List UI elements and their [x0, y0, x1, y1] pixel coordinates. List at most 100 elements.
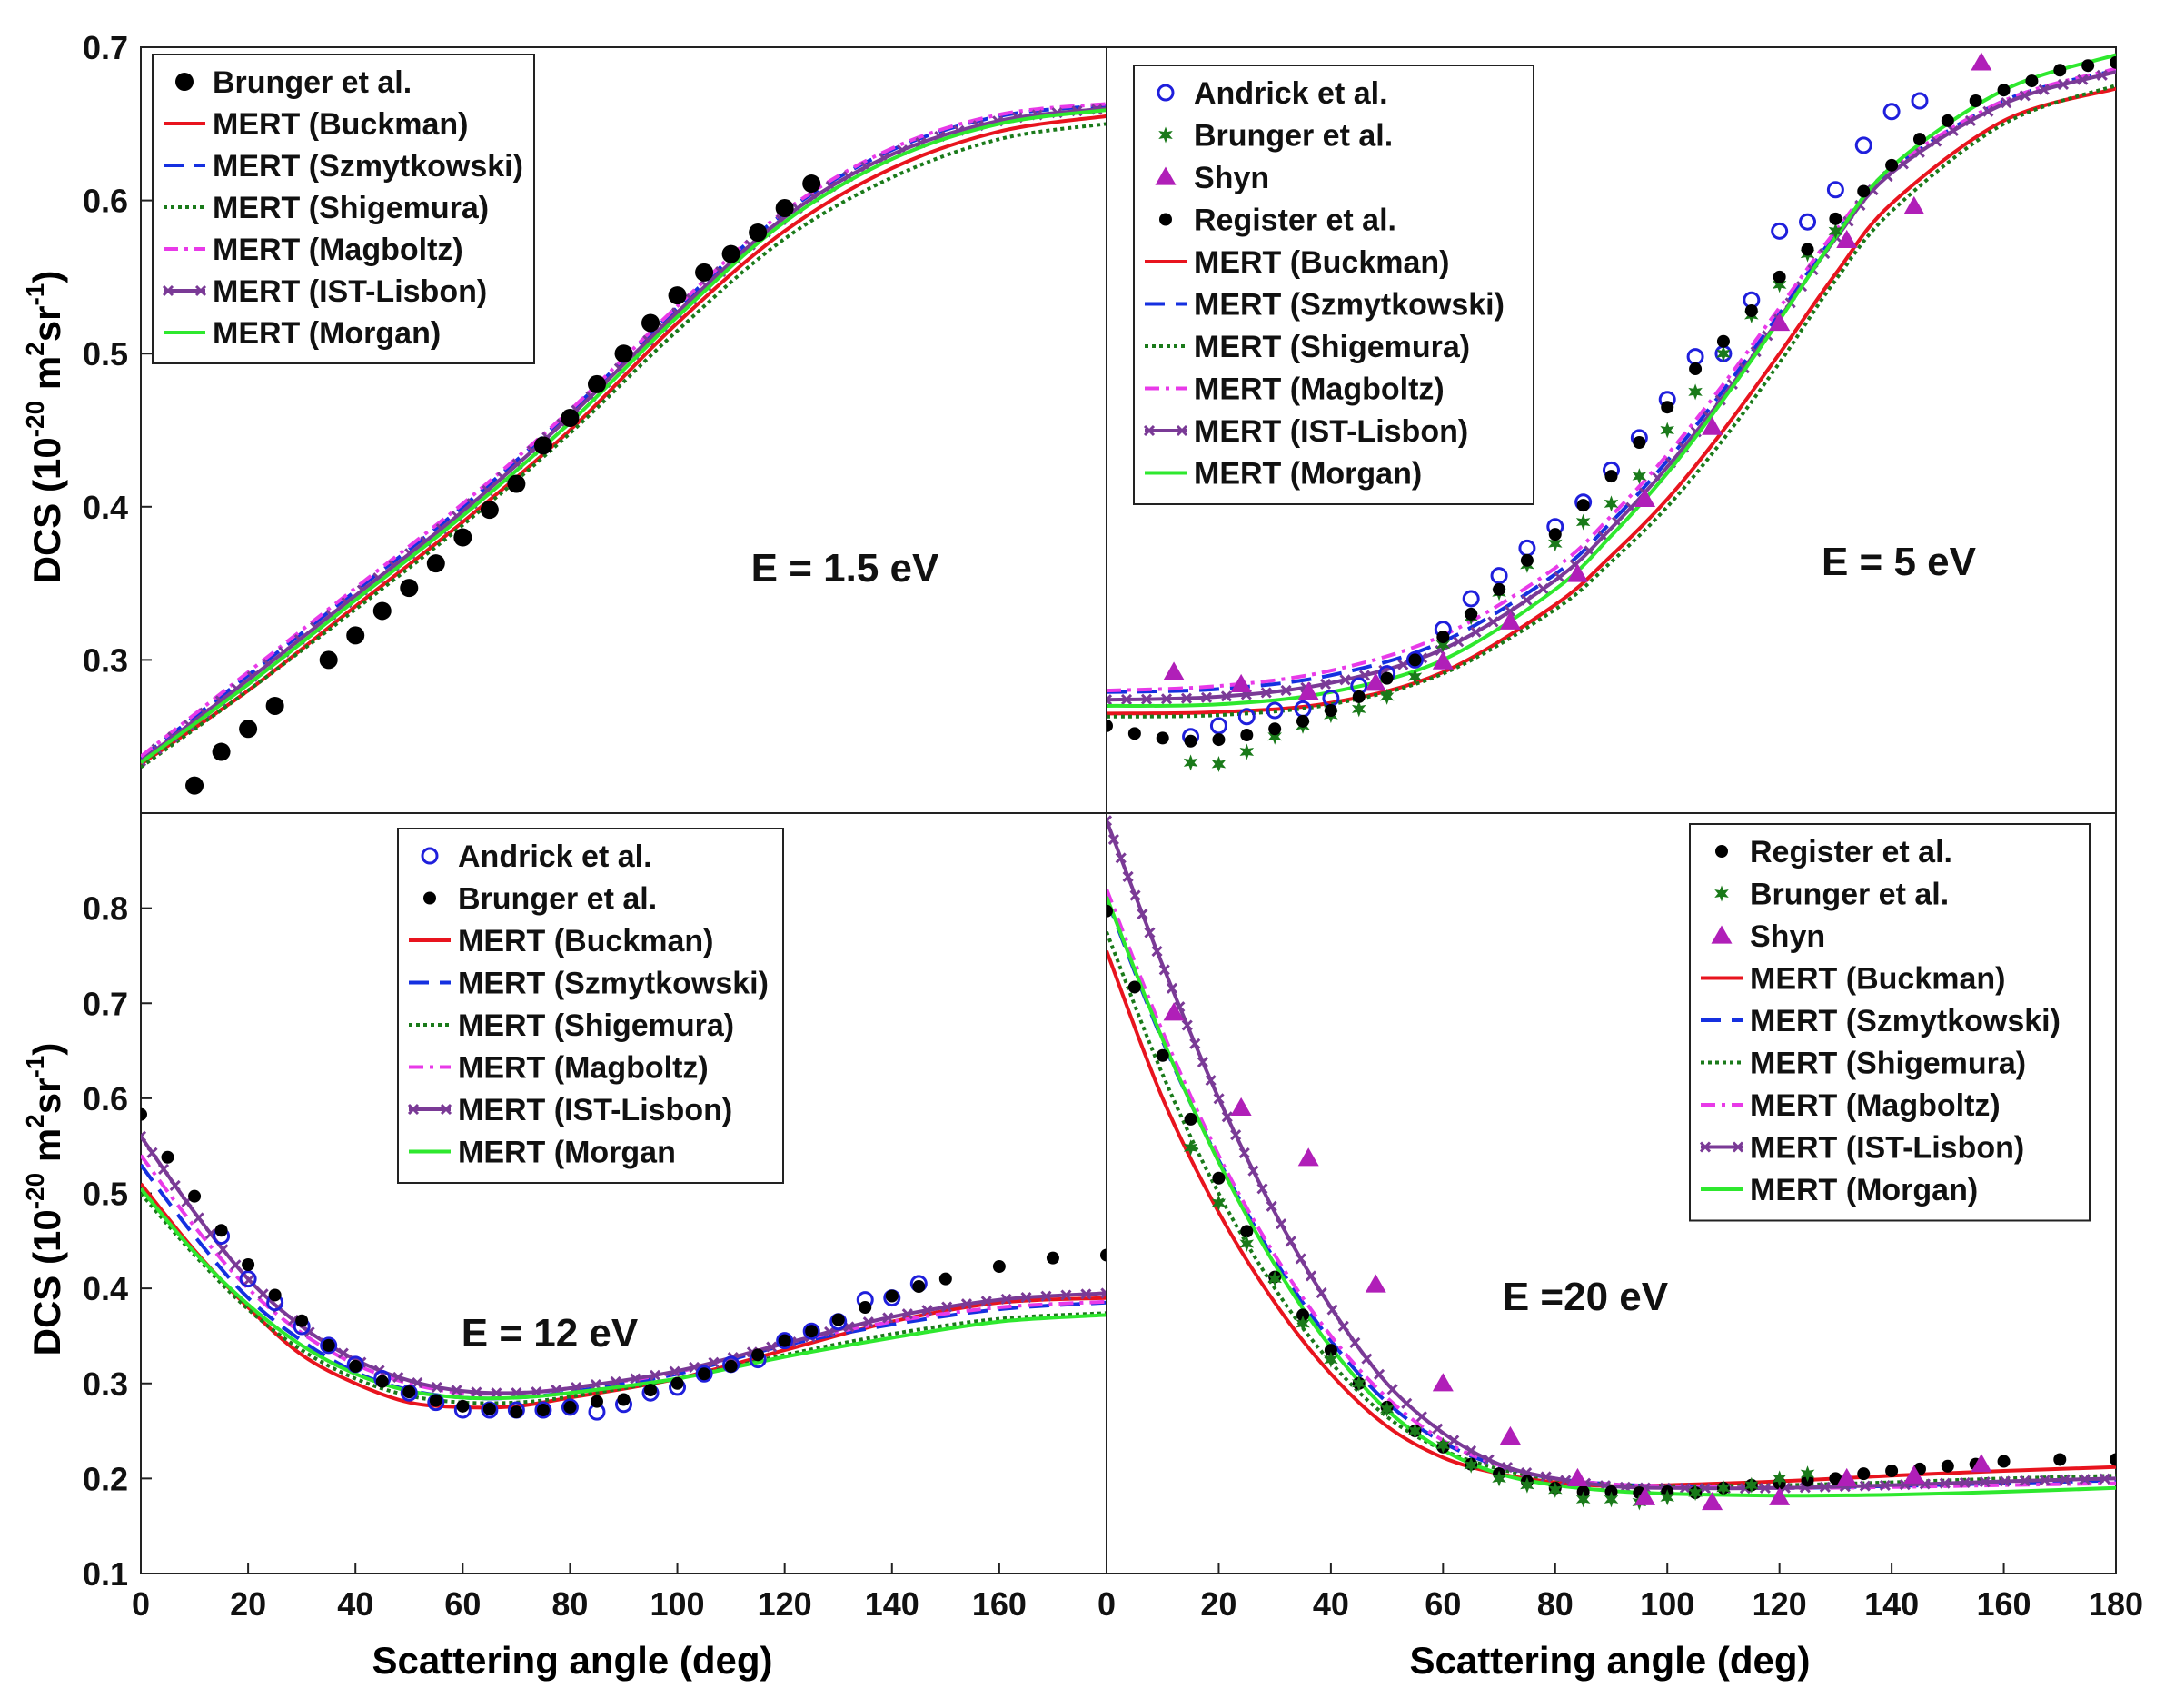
legend-marker-register-et-al — [1715, 845, 1728, 858]
legend-label: Brunger et al. — [1750, 878, 1949, 912]
series-marker-mert-ist-lisbon — [491, 1387, 502, 1399]
series-marker-mert-ist-lisbon — [1448, 1435, 1460, 1446]
y-tick-label: 0.5 — [83, 1176, 128, 1213]
series-marker-mert-ist-lisbon — [1166, 982, 1178, 994]
series-marker-mert-ist-lisbon — [669, 1365, 680, 1377]
legend-label: MERT (Szmytkowski) — [1194, 288, 1505, 323]
series-line-mert-szmytkowski — [141, 1163, 1107, 1401]
series-marker-mert-ist-lisbon — [1280, 684, 1292, 696]
data-point-brunger-et-al — [533, 436, 552, 455]
series-marker-mert-ist-lisbon — [1540, 1471, 1552, 1483]
series-marker-mert-ist-lisbon — [1537, 583, 1549, 595]
x-tick-label: 20 — [1200, 1585, 1236, 1623]
legend-label: MERT (IST-Lisbon) — [458, 1093, 732, 1127]
data-point-shyn — [1971, 52, 1992, 71]
legend: Register et al. Brunger et al. Shyn MERT (B… — [1689, 823, 2091, 1222]
data-point-brunger-et-al — [1267, 728, 1282, 745]
series-marker-mert-ist-lisbon — [1305, 1270, 1317, 1282]
panel-title: E = 5 eV — [1822, 540, 1977, 584]
data-point-brunger-et-al — [212, 742, 231, 761]
series-marker-mert-ist-lisbon — [1107, 833, 1119, 845]
series-marker-mert-ist-lisbon — [1151, 945, 1163, 958]
data-point-brunger-et-al — [641, 313, 660, 333]
series-marker-mert-ist-lisbon — [1220, 690, 1232, 702]
data-point-brunger-et-al — [778, 1334, 791, 1347]
series-marker-mert-ist-lisbon — [1213, 1093, 1225, 1105]
data-point-register-et-al — [1156, 731, 1169, 745]
panel-e-5-ev: Andrick et al. Brunger et al. Shyn Register… — [1106, 46, 2117, 814]
series-marker-mert-ist-lisbon — [1504, 605, 1516, 617]
data-point-register-et-al — [1885, 158, 1899, 172]
series-line-mert-morgan — [141, 108, 1107, 764]
data-point-brunger-et-al — [1296, 1315, 1310, 1332]
x-tick-label: 120 — [758, 1585, 812, 1623]
data-point-brunger-et-al — [239, 720, 258, 739]
legend: Andrick et al. Brunger et al. Shyn Register… — [1133, 65, 1534, 505]
data-point-brunger-et-al — [1211, 1194, 1227, 1211]
x-tick-label: 100 — [650, 1585, 705, 1623]
data-point-brunger-et-al — [349, 1359, 362, 1373]
series-marker-mert-ist-lisbon — [2059, 1474, 2071, 1485]
panel-e-20-ev: 0 20 40 60 80 100 120 140 160 180 Register et al. B… — [1097, 812, 2143, 1623]
data-point-brunger-et-al — [1547, 535, 1563, 552]
data-point-andrick-et-al — [776, 1332, 794, 1350]
data-point-brunger-et-al — [1046, 1251, 1059, 1265]
series-marker-mert-ist-lisbon — [1122, 870, 1134, 883]
legend-marker-brunger-et-al — [423, 891, 436, 905]
series-marker-mert-ist-lisbon — [1137, 908, 1148, 920]
series-marker-mert-ist-lisbon — [392, 1371, 404, 1383]
data-point-brunger-et-al — [563, 1400, 577, 1414]
series-marker-mert-ist-lisbon — [1316, 1287, 1327, 1299]
legend-label: Andrick et al. — [458, 839, 652, 874]
data-point-brunger-et-al — [644, 1384, 658, 1397]
y-tick-label: 0.1 — [83, 1555, 128, 1593]
series-marker-mert-ist-lisbon — [1453, 636, 1465, 648]
data-point-register-et-al — [2110, 1453, 2116, 1466]
series-marker-mert-ist-lisbon — [1982, 105, 1994, 117]
legend-label: MERT (Magboltz) — [1194, 372, 1445, 407]
series-marker-mert-ist-lisbon — [141, 1130, 147, 1142]
series-marker-mert-ist-lisbon — [169, 1179, 181, 1191]
data-point-brunger-et-al — [1183, 754, 1198, 771]
legend-marker-brunger-et-al — [1714, 885, 1729, 902]
data-point-brunger-et-al — [1660, 1489, 1675, 1506]
data-point-brunger-et-al — [242, 1257, 255, 1271]
series-marker-mert-ist-lisbon — [1060, 1289, 1072, 1301]
data-point-brunger-et-al — [1716, 345, 1731, 362]
data-point-shyn — [1163, 1002, 1185, 1021]
series-marker-mert-ist-lisbon — [1337, 1320, 1349, 1332]
data-point-brunger-et-al — [1267, 1270, 1282, 1287]
legend-label: MERT (Buckman) — [458, 924, 713, 958]
legend-label: MERT (Morgan) — [213, 316, 441, 351]
series-marker-mert-ist-lisbon — [708, 1356, 720, 1368]
data-point-register-et-al — [1576, 499, 1590, 512]
series-line-mert-shigemura — [141, 122, 1107, 770]
legend-label: Shyn — [1194, 161, 1269, 195]
series-marker-mert-ist-lisbon — [2099, 1473, 2110, 1485]
data-point-register-et-al — [1296, 714, 1310, 728]
data-point-andrick-et-al — [1799, 213, 1817, 231]
series-marker-mert-ist-lisbon — [337, 1347, 349, 1359]
series-marker-mert-ist-lisbon — [824, 1326, 836, 1338]
data-point-shyn — [1499, 1425, 1521, 1445]
series-marker-mert-ist-lisbon — [1189, 1038, 1201, 1049]
series-marker-mert-ist-lisbon — [1158, 964, 1170, 976]
data-point-brunger-et-al — [375, 1375, 389, 1388]
y-axis-label-top: DCS (10-20 m2sr-1) — [21, 271, 68, 584]
data-point-brunger-et-al — [1688, 1485, 1703, 1502]
data-point-register-et-al — [1857, 1467, 1871, 1481]
legend-marker-andrick-et-al — [421, 847, 439, 865]
series-marker-mert-ist-lisbon — [1020, 1292, 1032, 1304]
series-marker-mert-ist-lisbon — [1401, 1397, 1413, 1409]
data-point-brunger-et-al — [1547, 1481, 1563, 1498]
series-marker-mert-ist-lisbon — [451, 1385, 462, 1396]
legend-box — [1689, 823, 2091, 1222]
legend-label: MERT (Magboltz) — [458, 1051, 709, 1086]
panel-title: E = 1.5 eV — [751, 546, 939, 591]
series-marker-mert-ist-lisbon — [1679, 1482, 1691, 1494]
x-tick-label: 180 — [2089, 1585, 2143, 1623]
series-marker-mert-ist-lisbon — [1140, 693, 1153, 705]
data-point-brunger-et-al — [141, 1107, 147, 1121]
data-point-brunger-et-al — [1660, 422, 1675, 439]
data-point-shyn — [1634, 1486, 1656, 1505]
